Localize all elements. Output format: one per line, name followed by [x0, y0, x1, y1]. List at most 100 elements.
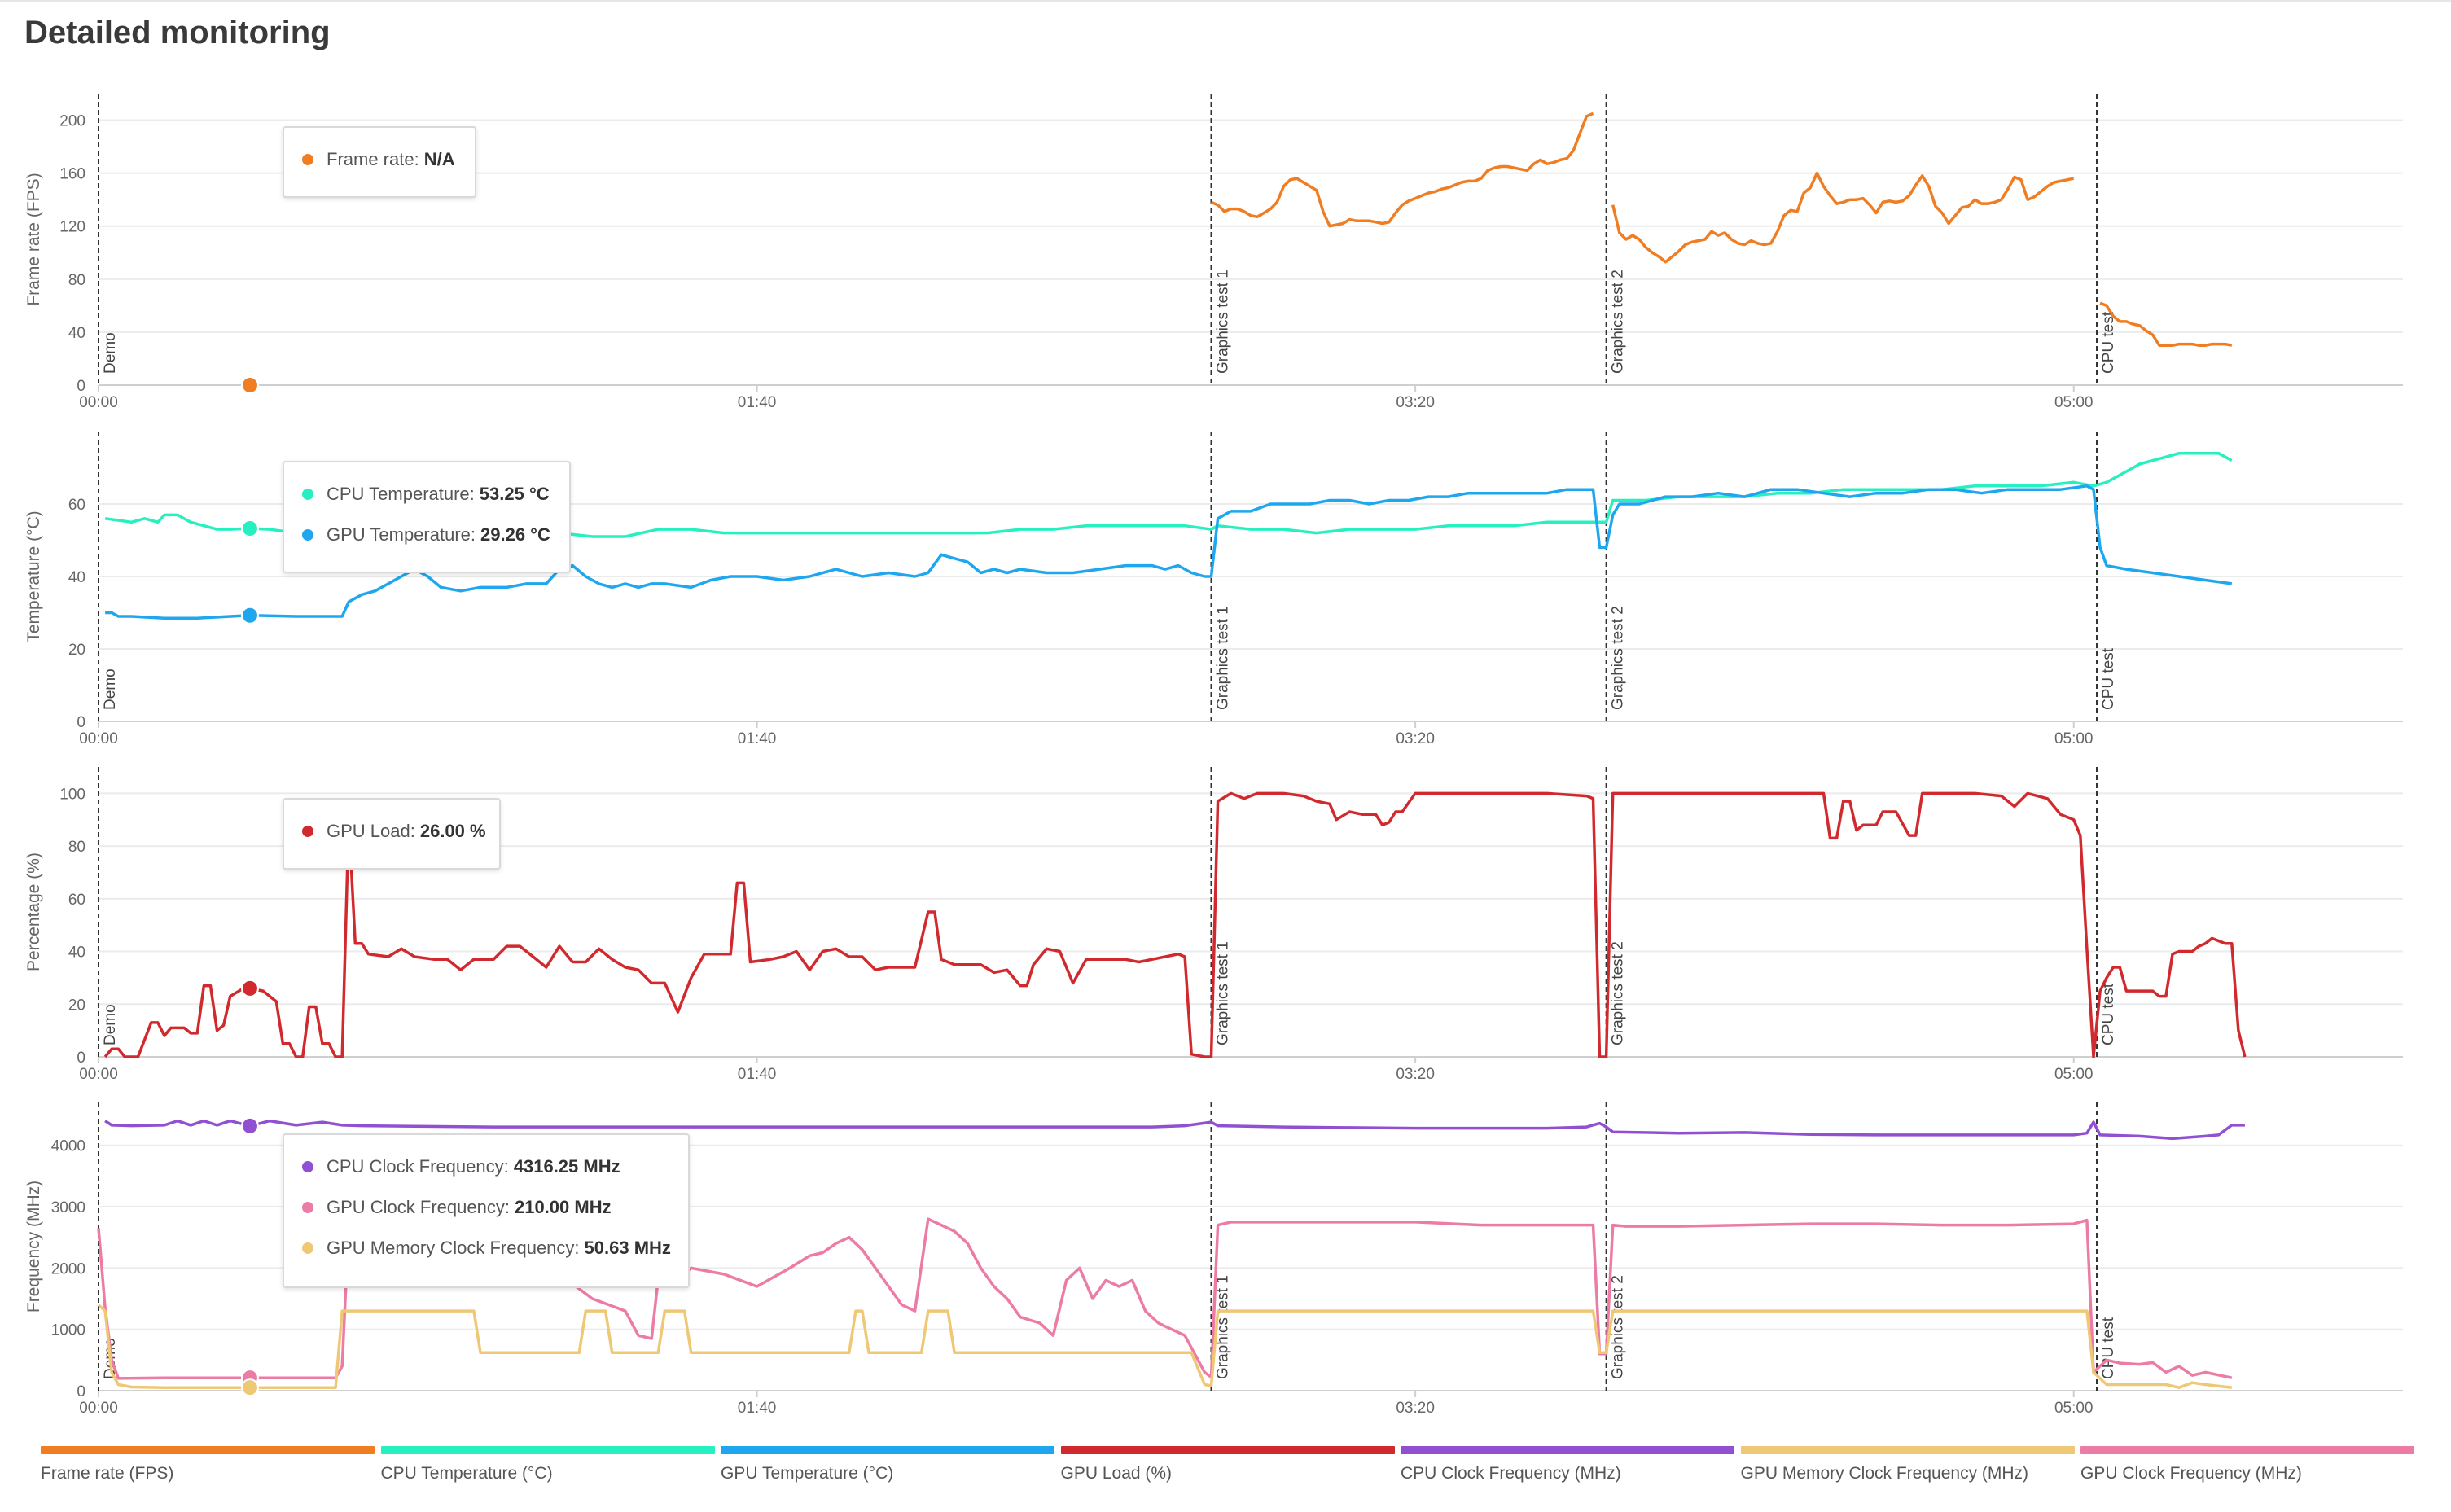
legend-swatch: [1740, 1446, 2075, 1454]
tooltip-fps: Frame rate: N/A: [283, 126, 476, 198]
tooltip-value: 50.63 MHz: [584, 1238, 671, 1258]
tooltip-label: CPU Temperature:: [327, 484, 475, 504]
y-tick-label: 40: [68, 325, 86, 342]
chart-temp: 0 20 40 60 00:00 01:40 03:20 05:00 Temperature (…: [24, 432, 2403, 747]
legend-label: CPU Temperature (°C): [380, 1464, 553, 1483]
section-marker-label: Demo: [102, 668, 119, 710]
legend-item[interactable]: GPU Temperature (°C): [721, 1446, 1054, 1495]
section-marker-label: Graphics test 1: [1214, 1275, 1231, 1379]
x-tick-label: 01:40: [738, 1066, 777, 1083]
y-tick-label: 60: [68, 497, 86, 514]
hover-point-gpu_temp: [240, 606, 259, 625]
tooltip-temp: CPU Temperature: 53.25 °C GPU Temperature:…: [283, 461, 571, 573]
legend-label: GPU Temperature (°C): [721, 1464, 894, 1483]
series-dot-icon: [302, 1202, 314, 1213]
x-tick-label: 05:00: [2054, 1400, 2094, 1417]
legend-label: GPU Load (%): [1060, 1464, 1173, 1483]
hover-point-cpu_temp: [240, 519, 259, 538]
tooltip-freq: CPU Clock Frequency: 4316.25 MHz GPU Clock…: [283, 1133, 690, 1288]
series-line-gpu_mem_clock: [97, 1304, 2232, 1389]
series-line-gpu_temp: [105, 484, 2233, 620]
legend-label: CPU Clock Frequency (MHz): [1401, 1464, 1621, 1483]
section-marker-label: Graphics test 2: [1610, 270, 1627, 374]
y-tick-label: 40: [68, 569, 86, 586]
x-tick-label: 01:40: [738, 1400, 777, 1417]
section-marker-label: Graphics test 1: [1214, 606, 1231, 710]
legend-swatch: [380, 1446, 715, 1454]
x-tick-label: 03:20: [1396, 1400, 1435, 1417]
top-divider: [0, 0, 2451, 2]
tooltip-label: GPU Clock Frequency:: [327, 1197, 510, 1217]
legend-swatch: [1401, 1446, 1734, 1454]
tooltip-load: GPU Load: 26.00 %: [283, 798, 501, 870]
legend-swatch: [41, 1446, 375, 1454]
x-tick-label: 05:00: [2054, 1066, 2094, 1083]
hover-point-gpu_mem_clock: [240, 1378, 259, 1397]
x-tick-label: 05:00: [2054, 394, 2094, 411]
x-tick-label: 00:00: [79, 1400, 118, 1417]
x-tick-label: 03:20: [1396, 730, 1435, 747]
tooltip-row: GPU Memory Clock Frequency: 50.63 MHz: [302, 1236, 671, 1260]
x-tick-label: 00:00: [79, 730, 118, 747]
section-marker-label: CPU test: [2100, 1317, 2117, 1379]
legend-item[interactable]: GPU Load (%): [1060, 1446, 1395, 1495]
section-marker-label: Graphics test 1: [1214, 941, 1231, 1045]
y-tick-label: 0: [77, 1383, 86, 1400]
y-tick-label: 4000: [51, 1138, 86, 1155]
section-marker-label: Graphics test 1: [1214, 270, 1231, 374]
x-tick-label: 00:00: [79, 394, 118, 411]
series-dot-icon: [302, 154, 314, 165]
y-tick-label: 0: [77, 1050, 86, 1067]
tooltip-label: CPU Clock Frequency:: [327, 1156, 509, 1177]
series-line-fps: [1611, 171, 2075, 264]
legend-item[interactable]: GPU Memory Clock Frequency (MHz): [1740, 1446, 2075, 1495]
tooltip-value: N/A: [423, 149, 455, 169]
series-dot-icon: [302, 1161, 314, 1172]
section-marker-label: Demo: [102, 332, 119, 374]
tooltip-label: GPU Temperature:: [327, 524, 476, 545]
y-tick-label: 120: [59, 219, 86, 236]
legend-item[interactable]: Frame rate (FPS): [41, 1446, 375, 1495]
legend-swatch: [721, 1446, 1054, 1454]
chart-freq: 0 1000 2000 3000 4000 00:00 01:40 03:20 05:00 Fre…: [24, 1102, 2403, 1417]
x-tick-label: 03:20: [1396, 394, 1435, 411]
chart-fps: 0 40 80 120 160 200 00:00 01:40 03:20 05:00 Frame …: [24, 94, 2403, 411]
legend-item[interactable]: GPU Clock Frequency (MHz): [2080, 1446, 2414, 1495]
hover-point-fps: [240, 376, 259, 394]
y-tick-label: 20: [68, 997, 86, 1014]
tooltip-row: GPU Clock Frequency: 210.00 MHz: [302, 1195, 612, 1220]
legend-item[interactable]: CPU Temperature (°C): [380, 1446, 715, 1495]
y-axis-label: Frequency (MHz): [24, 1181, 43, 1313]
page-title: Detailed monitoring: [24, 15, 331, 50]
tooltip-row: CPU Temperature: 53.25 °C: [302, 482, 550, 506]
y-tick-label: 2000: [51, 1260, 86, 1278]
x-tick-label: 01:40: [738, 394, 777, 411]
section-marker-label: Graphics test 2: [1610, 941, 1627, 1045]
y-axis-label: Temperature (°C): [24, 511, 43, 642]
tooltip-label: Frame rate:: [327, 149, 419, 169]
y-tick-label: 40: [68, 944, 86, 962]
legend-label: Frame rate (FPS): [41, 1464, 174, 1483]
series-line-fps: [1210, 112, 1594, 228]
y-axis-label: Percentage (%): [24, 852, 43, 971]
y-tick-label: 0: [77, 714, 86, 731]
series-dot-icon: [302, 529, 314, 541]
y-tick-label: 0: [77, 378, 86, 395]
legend-swatch: [2080, 1446, 2414, 1454]
x-tick-label: 05:00: [2054, 730, 2094, 747]
y-tick-label: 80: [68, 839, 86, 856]
legend-item[interactable]: CPU Clock Frequency (MHz): [1401, 1446, 1734, 1495]
y-tick-label: 200: [59, 113, 86, 130]
y-axis-label: Frame rate (FPS): [24, 173, 43, 305]
y-tick-label: 20: [68, 642, 86, 659]
series-dot-icon: [302, 826, 314, 837]
tooltip-label: GPU Load:: [327, 821, 415, 841]
section-marker-label: CPU test: [2100, 311, 2117, 374]
tooltip-row: CPU Clock Frequency: 4316.25 MHz: [302, 1155, 620, 1179]
x-tick-label: 03:20: [1396, 1066, 1435, 1083]
section-marker-label: Demo: [102, 1004, 119, 1045]
y-tick-label: 60: [68, 892, 86, 909]
tooltip-row: GPU Load: 26.00 %: [302, 819, 486, 844]
tooltip-value: 210.00 MHz: [514, 1197, 612, 1217]
